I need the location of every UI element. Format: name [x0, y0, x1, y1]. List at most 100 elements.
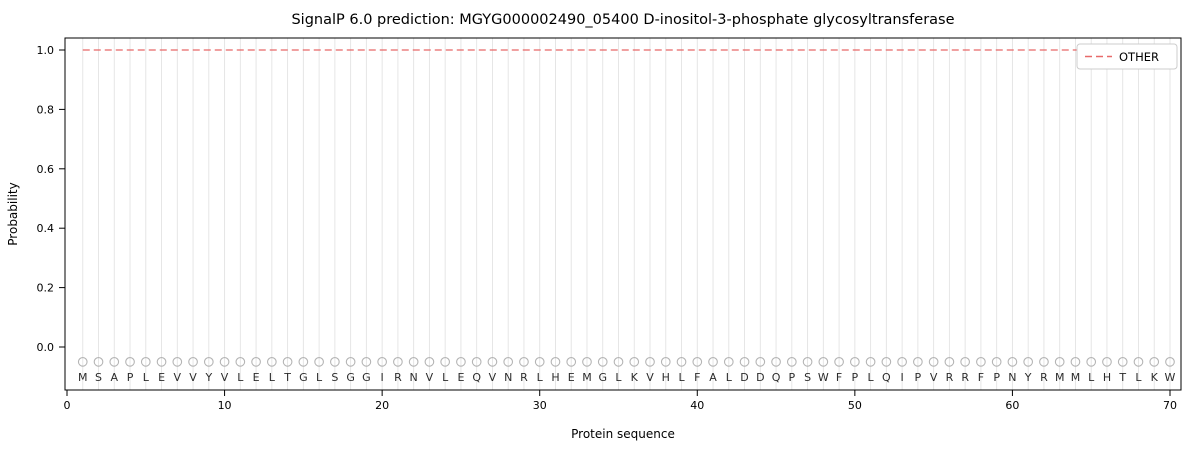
residue-letter: G: [598, 371, 607, 384]
residue-marker: [1149, 357, 1160, 367]
residue-letter: Q: [772, 371, 781, 384]
residue-marker: [755, 357, 766, 367]
residue-letter: F: [978, 371, 984, 384]
residue-letter: S: [804, 371, 811, 384]
x-tick-label: 60: [1005, 399, 1019, 412]
residue-marker: [487, 357, 498, 367]
residue-marker: [125, 357, 135, 367]
residue-marker: [960, 357, 970, 367]
residue-letter: M: [1055, 371, 1065, 384]
residue-letter: G: [346, 371, 355, 384]
residue-letter: L: [726, 371, 733, 384]
y-tick-label: 0.4: [37, 222, 55, 235]
residue-marker: [897, 357, 907, 367]
residue-marker: [597, 357, 608, 367]
residue-marker: [298, 357, 309, 367]
residue-letter: R: [394, 371, 402, 384]
residue-letter: N: [410, 371, 418, 384]
residue-letter: V: [646, 371, 654, 384]
residue-letter: A: [709, 371, 717, 384]
residue-letter: P: [789, 371, 796, 384]
residue-letter: N: [1008, 371, 1016, 384]
residue-marker: [519, 357, 529, 367]
residue-letter: L: [615, 371, 622, 384]
residue-marker: [786, 357, 797, 367]
residue-marker: [566, 357, 577, 367]
y-tick-label: 0.0: [37, 341, 55, 354]
residue-marker: [849, 357, 860, 367]
residue-marker: [393, 357, 403, 367]
residue-marker: [802, 357, 813, 367]
x-tick-label: 30: [533, 399, 547, 412]
legend: OTHER: [1076, 43, 1178, 70]
residue-letter: L: [143, 371, 150, 384]
residue-marker: [771, 357, 781, 367]
residue-letter: Y: [204, 371, 212, 384]
residue-letter: L: [868, 371, 875, 384]
residue-letter: L: [678, 371, 685, 384]
residue-marker: [582, 357, 592, 367]
plot-border: [64, 37, 1182, 391]
residue-letter: E: [568, 371, 575, 384]
residue-marker: [708, 357, 718, 367]
residue-letter: R: [946, 371, 954, 384]
residue-letter: Q: [882, 371, 891, 384]
residue-letter: L: [442, 371, 449, 384]
residue-letter: L: [316, 371, 323, 384]
residue-markers: [77, 357, 1175, 367]
residue-marker: [1133, 357, 1144, 367]
residue-letter: P: [127, 371, 134, 384]
y-tick-label: 0.8: [37, 103, 55, 116]
residue-marker: [928, 357, 939, 367]
x-tick-label: 0: [64, 399, 71, 412]
residue-marker: [456, 357, 466, 367]
residue-marker: [692, 357, 703, 367]
residue-letter: H: [1103, 371, 1111, 384]
residue-letter: R: [1040, 371, 1048, 384]
residue-marker: [251, 357, 261, 367]
legend-entry-label: OTHER: [1119, 50, 1159, 64]
residue-letter: N: [504, 371, 512, 384]
residue-letter: Y: [1024, 371, 1032, 384]
residue-letter: L: [1135, 371, 1142, 384]
residue-marker: [77, 357, 88, 367]
y-axis-label: Probability: [6, 182, 20, 245]
residue-letter: D: [740, 371, 748, 384]
residue-letter: R: [961, 371, 969, 384]
residue-marker: [1117, 357, 1128, 367]
y-tick-label: 0.2: [37, 282, 55, 295]
residue-letter: W: [1165, 371, 1176, 384]
residue-marker: [913, 357, 923, 367]
residue-marker: [818, 357, 829, 367]
residue-letter: M: [1071, 371, 1081, 384]
residue-letter: L: [269, 371, 276, 384]
residue-letter: V: [489, 371, 497, 384]
residue-letter: I: [900, 371, 903, 384]
residue-letter: F: [694, 371, 700, 384]
residue-marker: [1039, 357, 1049, 367]
residue-marker: [1102, 357, 1112, 367]
residue-letter: Q: [472, 371, 481, 384]
y-tick-label: 1.0: [37, 44, 55, 57]
residue-letter: R: [520, 371, 528, 384]
residue-marker: [314, 357, 324, 367]
residue-letter: M: [78, 371, 88, 384]
residue-letter: M: [582, 371, 592, 384]
residue-marker: [881, 357, 892, 367]
residue-letter: E: [158, 371, 165, 384]
residue-marker: [834, 357, 844, 367]
residue-letter: L: [537, 371, 544, 384]
residue-letter: S: [95, 371, 102, 384]
residue-marker: [991, 357, 1002, 367]
x-tick-label: 70: [1163, 399, 1177, 412]
residue-letter: F: [836, 371, 842, 384]
residue-marker: [1054, 357, 1065, 367]
residue-marker: [471, 357, 482, 367]
legend-box: [1076, 43, 1178, 70]
residue-marker: [93, 357, 104, 367]
residue-letter: E: [457, 371, 464, 384]
residue-marker: [503, 357, 514, 367]
